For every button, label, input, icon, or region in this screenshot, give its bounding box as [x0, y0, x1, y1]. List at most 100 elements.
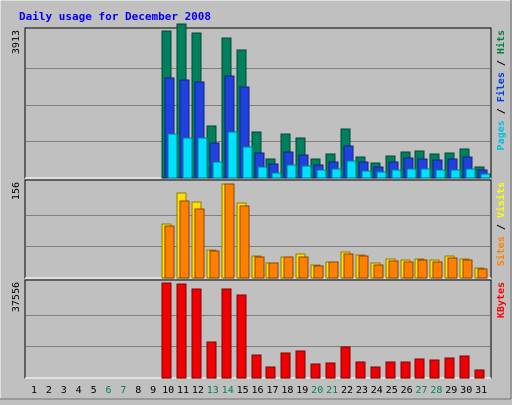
bar-pages-day-14 [227, 131, 238, 179]
panel-visits-legend: Sites / Visits [495, 182, 507, 266]
bar-pages-day-13 [212, 161, 223, 179]
bar-sites-day-12 [194, 208, 205, 279]
day-label-3: 3 [61, 385, 67, 396]
bar-kbytes-day-15 [236, 294, 247, 379]
bar-kbytes-day-18 [280, 352, 291, 379]
bar-sites-day-27 [417, 259, 428, 279]
bar-kbytes-day-22 [340, 346, 351, 379]
bar-sites-day-29 [447, 257, 458, 279]
panel-hits-legend-item-3: / [496, 54, 507, 72]
bar-pages-day-20 [316, 169, 327, 179]
bar-kbytes-day-21 [325, 362, 336, 379]
bar-pages-day-26 [406, 168, 417, 179]
bar-kbytes-day-12 [191, 288, 202, 379]
bar-pages-day-23 [361, 170, 372, 179]
day-label-21: 21 [326, 385, 338, 396]
bar-kbytes-day-13 [206, 341, 217, 379]
bar-pages-day-29 [450, 169, 461, 179]
bar-kbytes-day-30 [459, 355, 470, 379]
bar-pages-day-18 [286, 164, 297, 179]
day-label-22: 22 [341, 385, 353, 396]
bar-kbytes-day-27 [414, 358, 425, 379]
bar-pages-day-11 [182, 137, 193, 179]
bar-sites-day-31 [477, 268, 488, 279]
bar-kbytes-day-10 [161, 282, 172, 379]
bar-pages-day-19 [301, 165, 312, 179]
panel-visits: 156 Sites / Visits [11, 179, 507, 279]
day-label-6: 6 [105, 385, 111, 396]
day-label-13: 13 [207, 385, 219, 396]
day-label-12: 12 [192, 385, 204, 396]
day-label-8: 8 [135, 385, 141, 396]
day-label-27: 27 [415, 385, 427, 396]
bar-pages-day-12 [197, 137, 208, 179]
bar-kbytes-day-11 [176, 283, 187, 379]
panel-hits-legend-item-2: Files [495, 72, 507, 102]
panel-kbytes-legend-item-0: KBytes [496, 282, 507, 318]
day-label-14: 14 [222, 385, 234, 396]
bar-sites-day-19 [298, 256, 309, 279]
day-label-26: 26 [401, 385, 413, 396]
bar-kbytes-day-20 [310, 363, 321, 379]
day-label-16: 16 [251, 385, 263, 396]
bar-kbytes-day-25 [385, 361, 396, 379]
chart-title: Daily usage for December 2008 [19, 10, 211, 23]
bar-kbytes-day-31 [474, 369, 485, 379]
bar-kbytes-day-26 [400, 361, 411, 379]
day-label-30: 30 [460, 385, 472, 396]
day-label-4: 4 [76, 385, 82, 396]
day-label-11: 11 [177, 385, 189, 396]
bar-sites-day-14 [224, 183, 235, 279]
bar-sites-day-23 [358, 255, 369, 279]
bar-sites-day-22 [343, 253, 354, 279]
panel-visits-max-label: 156 [11, 182, 22, 200]
panel-hits-max-label: 3913 [11, 30, 22, 54]
bar-kbytes-day-14 [221, 288, 232, 379]
bar-pages-day-21 [331, 168, 342, 179]
bar-sites-day-13 [209, 250, 220, 279]
panel-hits-legend: Pages / Files / Hits [495, 30, 507, 150]
panel-hits-legend-item-1: / [496, 102, 507, 120]
day-label-15: 15 [237, 385, 249, 396]
panel-kbytes: 37556 KBytes [11, 279, 507, 379]
panel-visits-legend-item-2: Visits [495, 182, 507, 218]
day-label-20: 20 [311, 385, 323, 396]
panel-hits-legend-item-4: Hits [495, 30, 507, 54]
panel-hits: 3913 Pages / Files / Hits [11, 23, 507, 179]
bar-pages-day-16 [257, 166, 268, 179]
bar-sites-day-30 [462, 259, 473, 279]
bar-sites-day-20 [313, 265, 324, 279]
bar-sites-day-24 [373, 264, 384, 279]
bar-kbytes-day-16 [251, 354, 262, 379]
day-axis-labels: 1 2 3 4 5 6 7 8 9 10 11 12 13 14 15 16 17 18 19 20 21 22 23 24 2… [31, 385, 487, 396]
bar-sites-day-25 [388, 260, 399, 279]
day-label-9: 9 [150, 385, 156, 396]
bar-pages-day-15 [242, 146, 253, 179]
day-label-31: 31 [475, 385, 487, 396]
bar-sites-day-10 [164, 225, 175, 279]
bar-kbytes-day-24 [370, 366, 381, 379]
bar-pages-day-31 [480, 173, 491, 179]
bar-pages-day-30 [465, 168, 476, 179]
bar-sites-day-15 [239, 205, 250, 279]
day-label-5: 5 [91, 385, 97, 396]
bar-sites-day-11 [179, 200, 190, 279]
panel-visits-legend-item-1: / [496, 218, 507, 236]
day-label-23: 23 [356, 385, 368, 396]
day-label-19: 19 [296, 385, 308, 396]
bar-sites-day-18 [283, 256, 294, 279]
panel-kbytes-legend: KBytes [496, 282, 507, 318]
bar-pages-day-10 [167, 133, 178, 179]
bar-sites-day-26 [403, 261, 414, 279]
day-label-2: 2 [46, 385, 52, 396]
bar-pages-day-27 [420, 168, 431, 179]
bar-pages-day-24 [376, 171, 387, 179]
day-label-1: 1 [31, 385, 37, 396]
day-label-29: 29 [445, 385, 457, 396]
bar-pages-day-28 [435, 169, 446, 179]
bar-kbytes-day-28 [429, 359, 440, 379]
bar-kbytes-day-19 [295, 350, 306, 379]
bar-kbytes-day-29 [444, 357, 455, 379]
